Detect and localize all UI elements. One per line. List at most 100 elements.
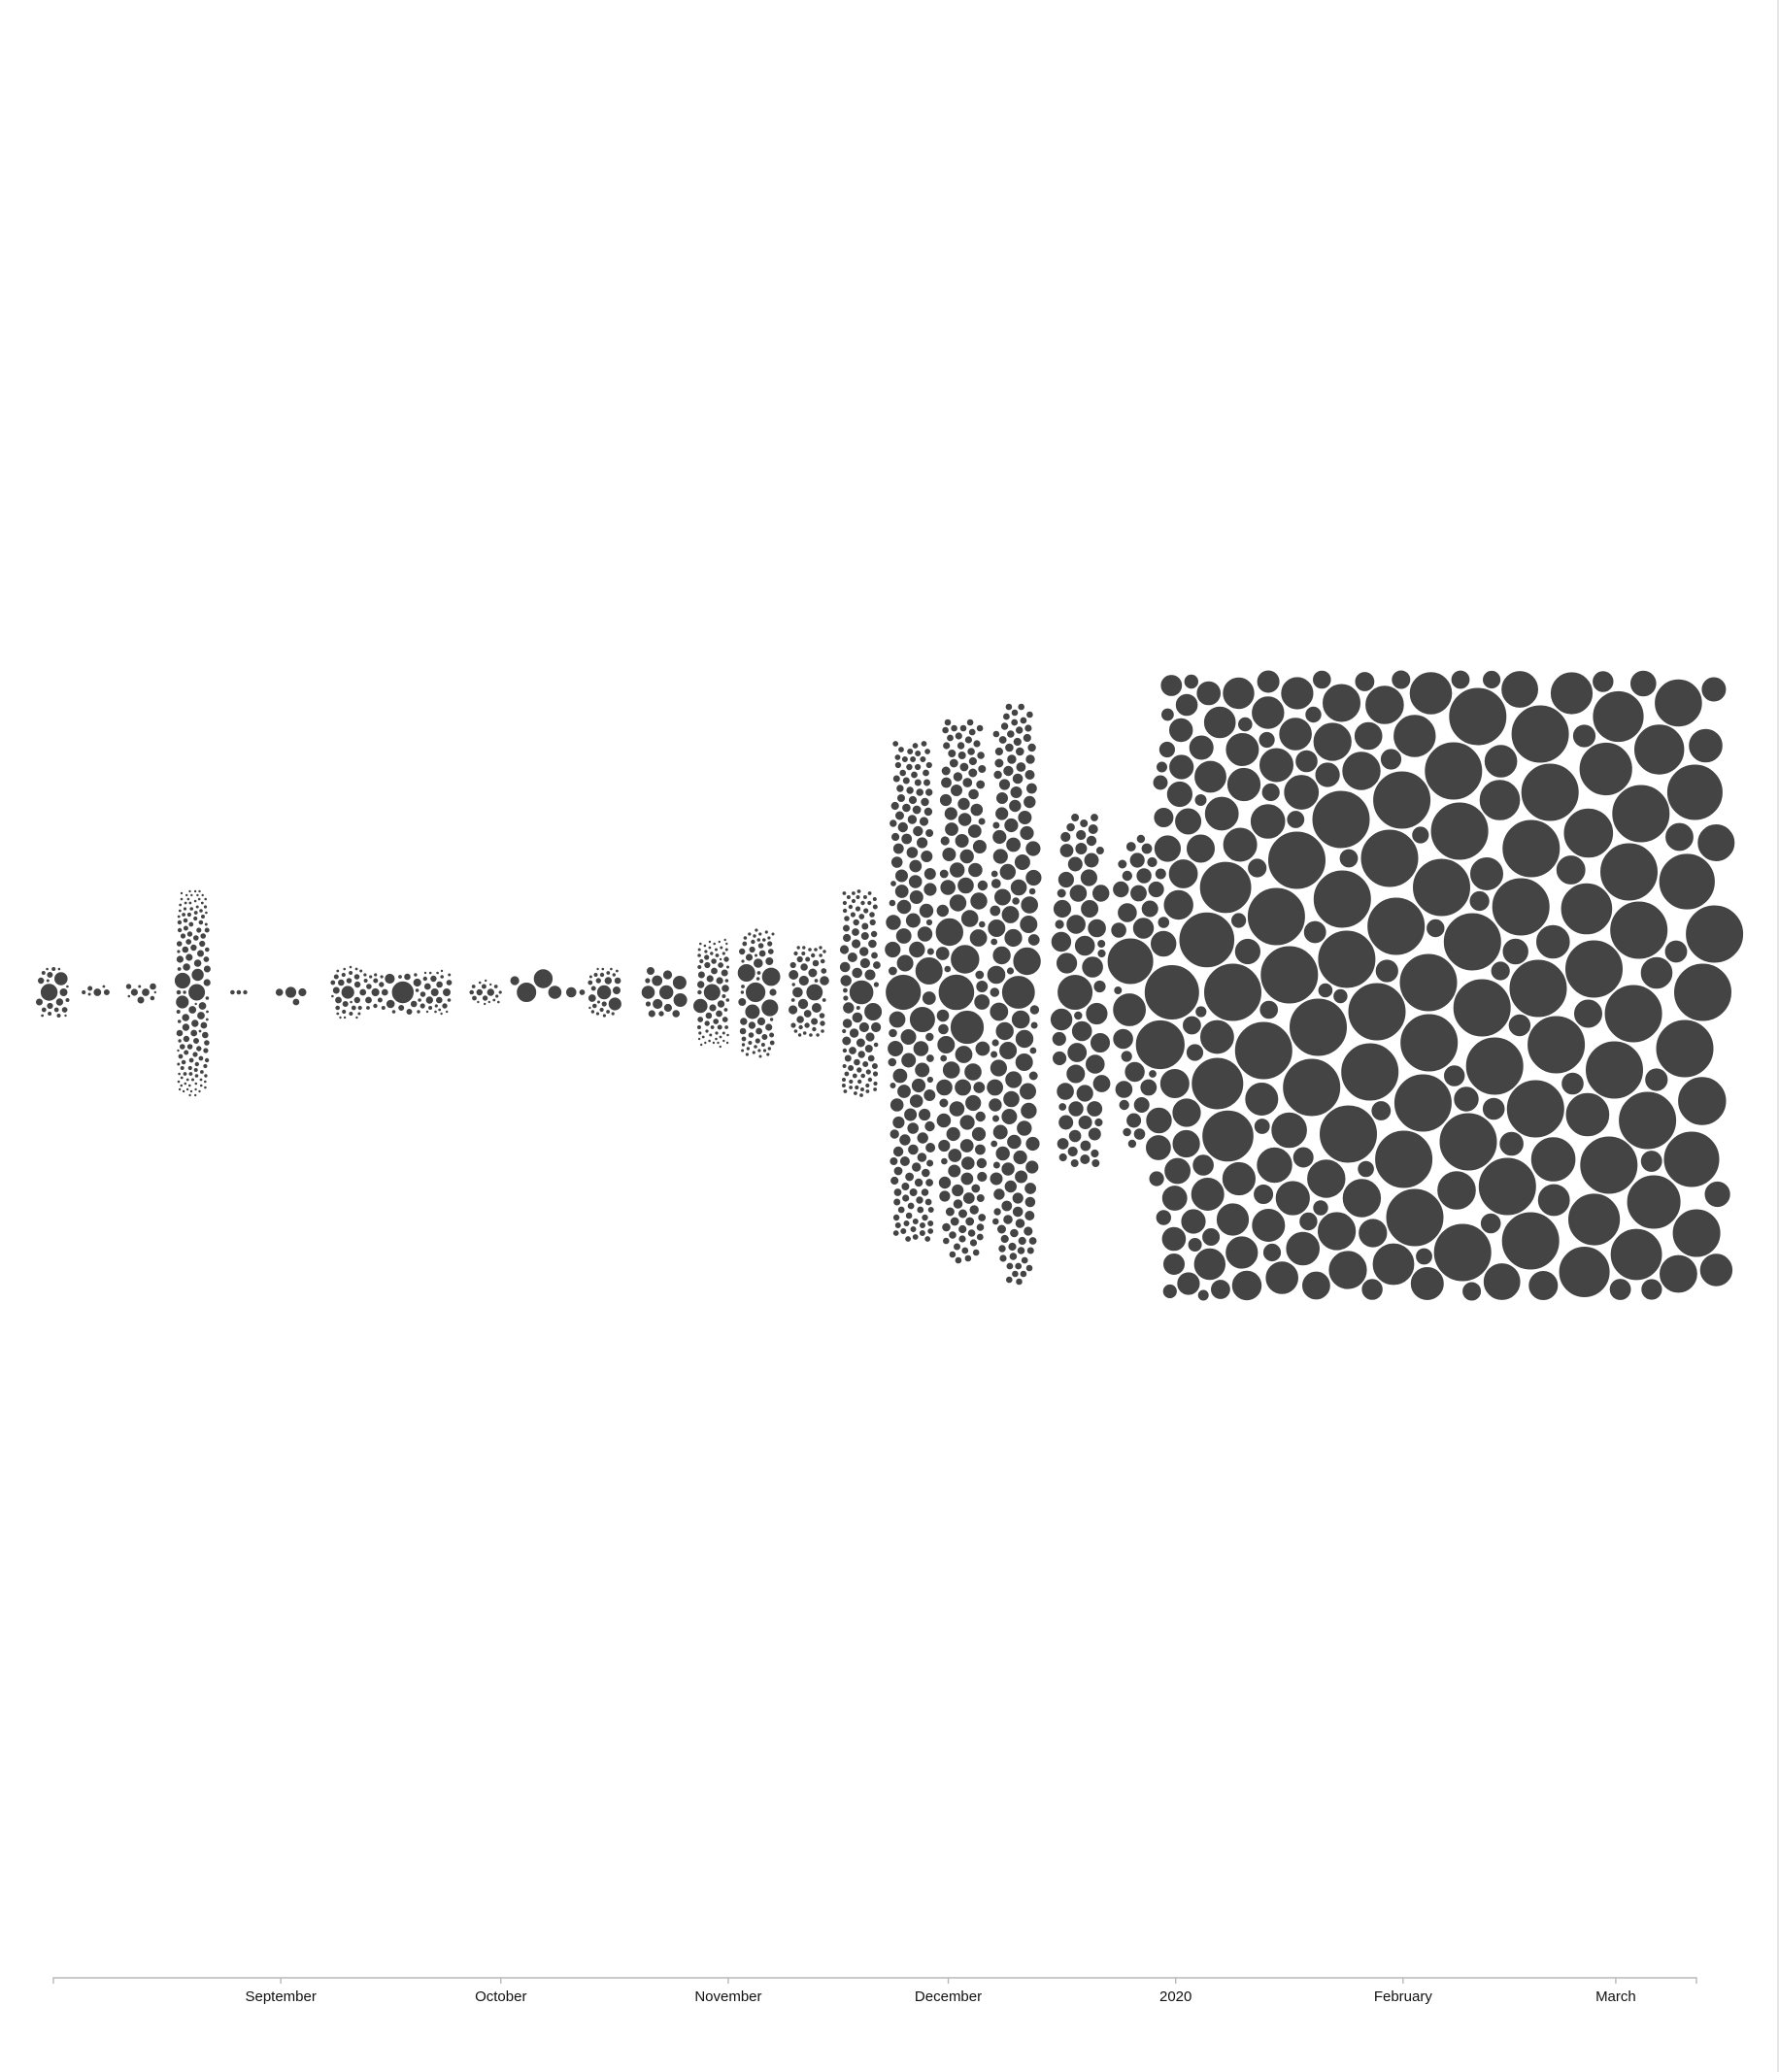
data-dot[interactable]	[819, 1013, 825, 1019]
data-dot[interactable]	[969, 1205, 979, 1215]
data-dot[interactable]	[917, 837, 928, 849]
data-dot[interactable]	[758, 932, 762, 936]
data-dot[interactable]	[413, 978, 421, 986]
data-dot[interactable]	[739, 948, 746, 954]
data-dot[interactable]	[57, 967, 61, 971]
data-dot[interactable]	[1078, 1116, 1092, 1130]
data-dot[interactable]	[1501, 671, 1539, 709]
data-dot[interactable]	[936, 1079, 954, 1096]
data-dot[interactable]	[1478, 1157, 1536, 1216]
data-dot[interactable]	[719, 957, 722, 960]
data-dot[interactable]	[1482, 1097, 1505, 1120]
data-dot[interactable]	[939, 793, 952, 806]
data-dot[interactable]	[1132, 918, 1154, 939]
data-dot[interactable]	[852, 928, 860, 937]
data-dot[interactable]	[722, 1039, 725, 1042]
data-dot[interactable]	[51, 967, 56, 972]
data-dot[interactable]	[990, 905, 1001, 917]
data-dot[interactable]	[1453, 979, 1511, 1037]
data-dot[interactable]	[1004, 928, 1023, 947]
data-dot[interactable]	[125, 984, 131, 989]
data-dot[interactable]	[391, 1010, 396, 1015]
data-dot[interactable]	[951, 785, 963, 797]
data-dot[interactable]	[852, 891, 856, 896]
data-dot[interactable]	[200, 933, 207, 940]
data-dot[interactable]	[1275, 1181, 1310, 1216]
data-dot[interactable]	[616, 969, 620, 973]
data-dot[interactable]	[183, 1035, 189, 1042]
data-dot[interactable]	[1252, 1209, 1286, 1243]
data-dot[interactable]	[1292, 1147, 1314, 1168]
data-dot[interactable]	[897, 821, 908, 832]
data-dot[interactable]	[1107, 938, 1154, 985]
data-dot[interactable]	[995, 807, 1009, 820]
data-dot[interactable]	[203, 956, 210, 963]
data-dot[interactable]	[423, 983, 431, 990]
data-dot[interactable]	[938, 1139, 951, 1152]
data-dot[interactable]	[1444, 1065, 1465, 1086]
data-dot[interactable]	[704, 954, 710, 960]
data-dot[interactable]	[771, 932, 775, 936]
data-dot[interactable]	[189, 907, 194, 912]
data-dot[interactable]	[978, 1214, 987, 1222]
data-dot[interactable]	[1202, 1110, 1255, 1162]
data-dot[interactable]	[748, 1032, 755, 1039]
data-dot[interactable]	[477, 1000, 480, 1003]
data-dot[interactable]	[937, 1036, 956, 1054]
data-dot[interactable]	[182, 1014, 190, 1022]
data-dot[interactable]	[791, 983, 795, 986]
data-dot[interactable]	[994, 747, 1003, 755]
data-dot[interactable]	[495, 994, 499, 998]
data-dot[interactable]	[176, 941, 183, 948]
data-dot[interactable]	[715, 1031, 719, 1035]
data-dot[interactable]	[434, 1004, 438, 1008]
data-dot[interactable]	[819, 953, 823, 958]
data-dot[interactable]	[430, 988, 439, 997]
data-dot[interactable]	[951, 945, 980, 974]
data-dot[interactable]	[1017, 1120, 1032, 1136]
data-dot[interactable]	[199, 1078, 203, 1082]
data-dot[interactable]	[1365, 685, 1405, 725]
data-dot[interactable]	[1172, 1098, 1201, 1127]
data-dot[interactable]	[889, 1028, 898, 1038]
data-dot[interactable]	[186, 912, 191, 917]
data-dot[interactable]	[905, 1212, 913, 1220]
data-dot[interactable]	[755, 1038, 760, 1044]
data-dot[interactable]	[820, 958, 825, 964]
data-dot[interactable]	[1159, 1069, 1190, 1099]
data-dot[interactable]	[927, 1228, 934, 1235]
data-dot[interactable]	[1123, 1127, 1132, 1137]
data-dot[interactable]	[196, 1046, 202, 1052]
data-dot[interactable]	[230, 989, 236, 995]
data-dot[interactable]	[919, 903, 933, 918]
data-dot[interactable]	[942, 726, 950, 734]
data-dot[interactable]	[905, 1172, 915, 1182]
data-dot[interactable]	[335, 996, 343, 1004]
data-dot[interactable]	[1161, 1226, 1187, 1252]
data-dot[interactable]	[798, 975, 809, 986]
data-dot[interactable]	[186, 1044, 193, 1051]
data-dot[interactable]	[864, 1003, 883, 1021]
data-dot[interactable]	[179, 903, 183, 907]
data-dot[interactable]	[977, 880, 988, 890]
data-dot[interactable]	[180, 1076, 184, 1080]
data-dot[interactable]	[1200, 1019, 1235, 1054]
data-dot[interactable]	[1012, 1206, 1024, 1218]
data-dot[interactable]	[436, 981, 444, 988]
data-dot[interactable]	[924, 1236, 931, 1243]
data-dot[interactable]	[482, 995, 487, 1001]
data-dot[interactable]	[1559, 1247, 1610, 1298]
data-dot[interactable]	[811, 1003, 822, 1014]
data-dot[interactable]	[936, 1009, 950, 1022]
data-dot[interactable]	[989, 1098, 1002, 1112]
data-dot[interactable]	[819, 946, 822, 950]
data-dot[interactable]	[448, 973, 452, 977]
data-dot[interactable]	[911, 1078, 925, 1092]
data-dot[interactable]	[697, 971, 705, 979]
data-dot[interactable]	[336, 1012, 340, 1016]
data-dot[interactable]	[1005, 743, 1015, 752]
data-dot[interactable]	[386, 999, 395, 1009]
data-dot[interactable]	[894, 885, 909, 899]
data-dot[interactable]	[204, 1074, 208, 1078]
data-dot[interactable]	[188, 1093, 191, 1096]
